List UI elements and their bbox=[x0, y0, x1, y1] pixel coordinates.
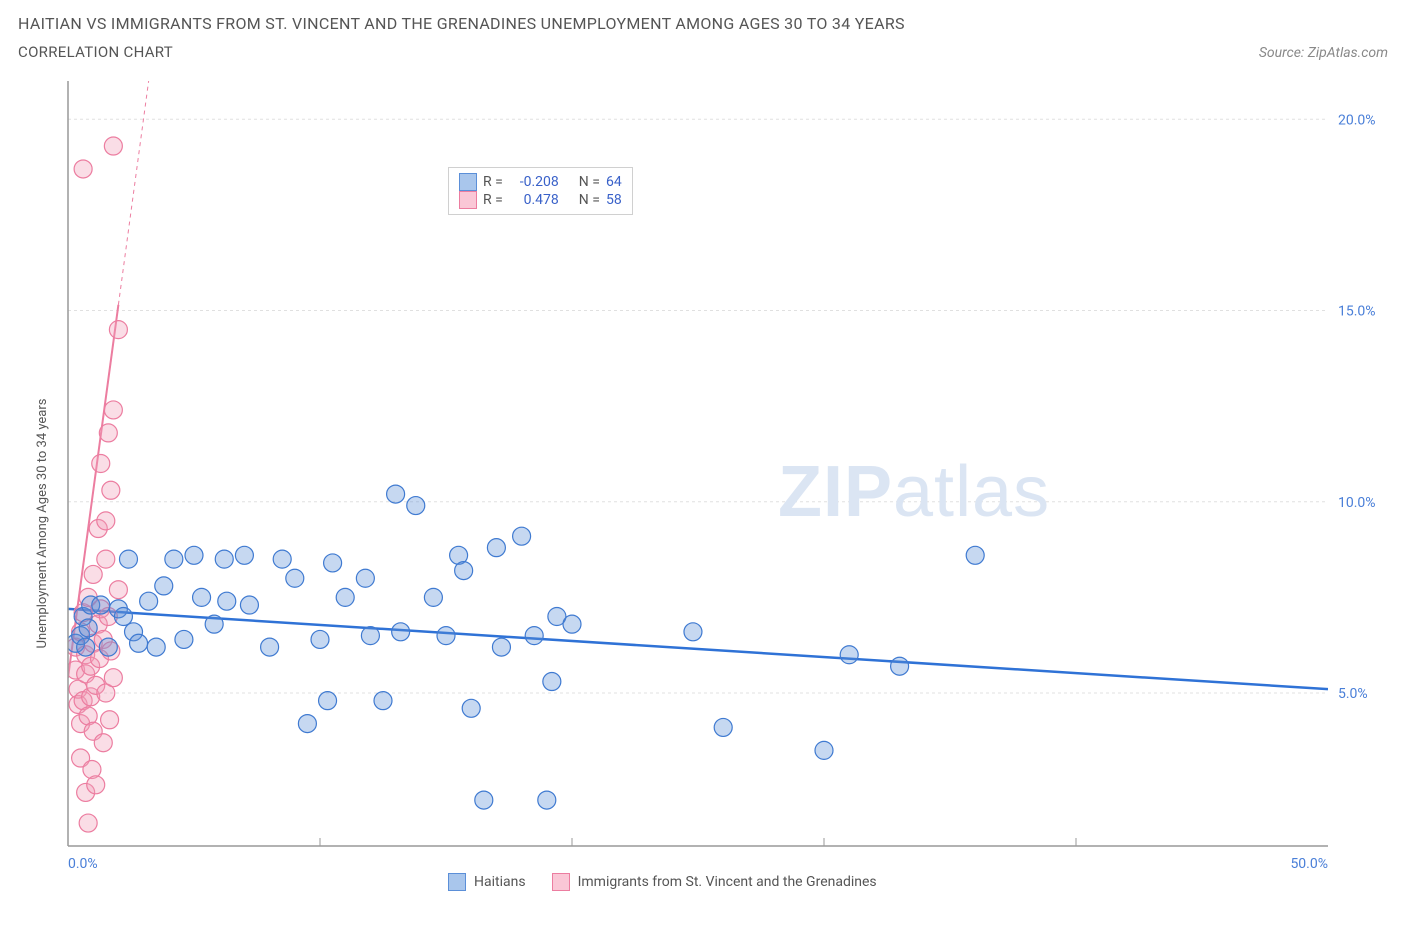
chart-title: HAITIAN VS IMMIGRANTS FROM ST. VINCENT A… bbox=[18, 14, 1388, 33]
svg-text:15.0%: 15.0% bbox=[1338, 304, 1376, 320]
r-value: 0.478 bbox=[509, 192, 559, 208]
legend-label: Haitians bbox=[474, 874, 526, 890]
chart-area: 5.0% 10.0% 15.0% 20.0% 0.0% 50.0% Unemployment… bbox=[18, 71, 1388, 891]
n-value: 58 bbox=[606, 192, 622, 208]
legend-swatch bbox=[552, 873, 570, 891]
legend-label: Immigrants from St. Vincent and the Gren… bbox=[578, 874, 877, 890]
legend-swatch bbox=[459, 173, 477, 191]
series-legend: Haitians Immigrants from St. Vincent and … bbox=[448, 873, 895, 891]
svg-text:50.0%: 50.0% bbox=[1290, 856, 1328, 872]
n-value: 64 bbox=[606, 174, 622, 190]
r-label: R = bbox=[483, 192, 503, 208]
scatter-chart: 5.0% 10.0% 15.0% 20.0% 0.0% 50.0% Unemployment… bbox=[18, 71, 1388, 891]
stats-legend-row: R = -0.208 N = 64 bbox=[459, 173, 622, 191]
r-label: R = bbox=[483, 174, 503, 190]
subtitle-row: CORRELATION CHART Source: ZipAtlas.com bbox=[18, 43, 1388, 61]
stats-legend: R = -0.208 N = 64 R = 0.478 N = 58 bbox=[448, 167, 633, 215]
svg-text:5.0%: 5.0% bbox=[1338, 686, 1368, 702]
chart-subtitle: CORRELATION CHART bbox=[18, 43, 173, 61]
stats-legend-row: R = 0.478 N = 58 bbox=[459, 191, 622, 209]
svg-text:0.0%: 0.0% bbox=[68, 856, 98, 872]
svg-text:20.0%: 20.0% bbox=[1338, 112, 1376, 128]
svg-text:Unemployment Among Ages 30 to: Unemployment Among Ages 30 to 34 years bbox=[35, 398, 50, 648]
n-label: N = bbox=[579, 174, 600, 190]
legend-swatch bbox=[459, 191, 477, 209]
source-credit: Source: ZipAtlas.com bbox=[1259, 45, 1388, 61]
legend-swatch bbox=[448, 873, 466, 891]
svg-text:10.0%: 10.0% bbox=[1338, 495, 1376, 511]
n-label: N = bbox=[579, 192, 600, 208]
r-value: -0.208 bbox=[509, 174, 559, 190]
